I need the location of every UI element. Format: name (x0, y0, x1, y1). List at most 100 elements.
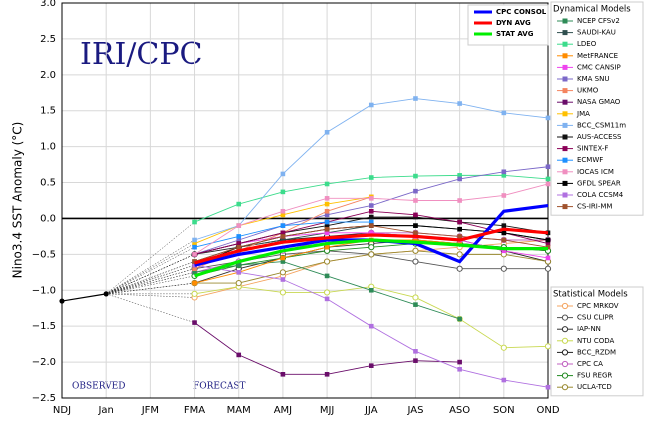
legend-marker (562, 157, 568, 163)
legend-label: BCC_CSM11m (577, 121, 626, 129)
connector (106, 239, 195, 295)
point (280, 259, 286, 264)
point (501, 377, 507, 383)
annotation: FORECAST (193, 382, 246, 392)
point (280, 208, 286, 214)
connector (106, 243, 195, 295)
point (324, 208, 330, 214)
point (457, 316, 462, 322)
point (236, 237, 242, 243)
legend-marker (562, 134, 568, 140)
y-tick-label: −1.0 (32, 285, 56, 296)
legend-label: STAT AVG (496, 30, 534, 38)
legend-label: MetFRANCE (577, 52, 618, 60)
point (413, 223, 418, 228)
legend-marker (561, 314, 569, 321)
point (544, 343, 552, 350)
point (545, 237, 551, 243)
point (501, 169, 507, 175)
legend-marker (561, 372, 569, 379)
y-axis-label: Nino3.4 SST Anomaly (°C) (11, 122, 25, 279)
legend-label: SAUDI-KAU (577, 29, 616, 37)
point (500, 265, 507, 272)
point (324, 219, 330, 225)
legend-label: CPC MRKOV (577, 302, 619, 310)
point (545, 164, 551, 170)
point (324, 372, 330, 377)
point (501, 237, 507, 243)
point (280, 189, 286, 195)
point (192, 252, 197, 257)
point (412, 294, 419, 301)
point (413, 302, 418, 307)
point (412, 247, 419, 254)
point (103, 291, 109, 297)
point (236, 244, 242, 250)
point (501, 110, 507, 116)
point (456, 265, 463, 272)
point (413, 212, 418, 218)
legend-label: NCEP CFSv2 (577, 17, 620, 25)
point (280, 223, 286, 228)
x-tick-label: MAM (227, 405, 251, 416)
legend-marker (562, 204, 568, 210)
point (192, 244, 197, 250)
y-tick-label: −0.5 (32, 249, 56, 260)
point (280, 277, 286, 282)
legend-label: JMA (576, 110, 590, 118)
point (457, 198, 462, 203)
point (236, 241, 242, 246)
legend-marker (562, 53, 568, 59)
point (544, 265, 552, 272)
legend-label: BCC_RZDM (577, 348, 616, 356)
connector (106, 254, 195, 295)
point (412, 258, 419, 265)
legend: CPC CONSOL DYN AVG STAT AVG (467, 4, 549, 46)
point (368, 230, 374, 236)
point (413, 198, 418, 203)
point (280, 230, 286, 236)
legend-title: Dynamical Models (553, 5, 631, 15)
point (368, 287, 374, 293)
legend-label: UKMO (577, 87, 599, 95)
x-tick-label: Jan (97, 405, 113, 416)
x-tick-label: SON (493, 405, 515, 416)
point (368, 219, 374, 225)
point (59, 298, 65, 304)
point (324, 296, 330, 302)
point (501, 248, 507, 254)
x-tick-label: FMA (184, 405, 205, 416)
point (501, 193, 507, 198)
point (280, 171, 286, 177)
point (368, 223, 374, 228)
point (457, 219, 462, 225)
point (324, 244, 330, 250)
point (279, 269, 287, 276)
point (413, 358, 418, 363)
legend-marker (562, 18, 568, 24)
legend-marker (562, 41, 568, 47)
point (324, 226, 330, 232)
x-tick-label: MJJ (320, 405, 335, 416)
point (368, 203, 374, 208)
legend-label: ECMWF (577, 156, 603, 164)
legend-label: CPC CA (577, 360, 603, 368)
legend-marker (561, 337, 569, 344)
connector (106, 221, 195, 295)
point (368, 244, 375, 251)
legend-marker (562, 88, 568, 94)
point (279, 289, 287, 296)
legend-label: SINTEX-F (577, 145, 608, 153)
y-tick-label: 1.0 (40, 142, 56, 153)
point (280, 237, 286, 243)
point (545, 176, 551, 182)
legend-marker (562, 30, 568, 36)
point (192, 237, 197, 243)
point (501, 230, 507, 236)
legend-marker (562, 76, 568, 82)
point (192, 270, 197, 275)
point (368, 208, 374, 214)
legend-marker (561, 349, 569, 356)
point (323, 258, 331, 265)
